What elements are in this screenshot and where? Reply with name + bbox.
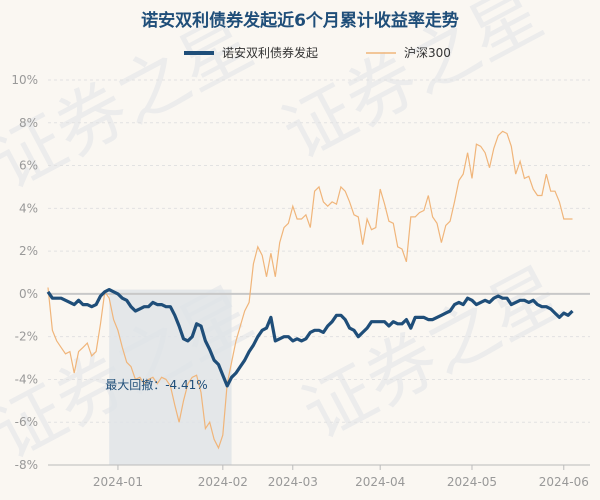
- y-tick-label: 2%: [19, 244, 38, 258]
- y-tick-label: -2%: [15, 330, 38, 344]
- legend-label-fund: 诺安双利债券发起: [222, 45, 318, 60]
- x-tick-label: 2024-05: [447, 475, 497, 489]
- series-line-hs300: [47, 130, 573, 450]
- x-tick-label: 2024-01: [93, 475, 143, 489]
- watermark-text: 证券之星: [289, 251, 575, 455]
- y-tick-label: 10%: [11, 73, 38, 87]
- y-tick-label: 4%: [19, 201, 38, 215]
- y-tick-label: -4%: [15, 372, 38, 386]
- chart-title: 诺安双利债券发起近6个月累计收益率走势: [141, 10, 459, 31]
- series-line-fund: [46, 288, 574, 388]
- y-tick-label: 8%: [19, 116, 38, 130]
- y-tick-label: 0%: [19, 287, 38, 301]
- y-tick-label: -8%: [15, 458, 38, 472]
- legend: 诺安双利债券发起 沪深300: [184, 45, 451, 60]
- x-tick-label: 2024-06: [539, 475, 589, 489]
- watermark-layer: 证券之星 证券之星 证券之星 证券之星: [0, 0, 575, 475]
- x-tick-label: 2024-03: [268, 475, 318, 489]
- y-tick-label: -6%: [15, 415, 38, 429]
- drawdown-region: [109, 289, 232, 465]
- x-tick-label: 2024-04: [355, 475, 405, 489]
- legend-label-index: 沪深300: [404, 46, 451, 60]
- watermark-text: 证券之星: [0, 1, 265, 205]
- drawdown-annotation: 最大回撤：-4.41%: [105, 377, 207, 392]
- x-axis-ticks: 2024-01 2024-02 2024-03 2024-04 2024-05 2024-…: [93, 465, 589, 489]
- x-tick-label: 2024-02: [198, 475, 248, 489]
- y-tick-label: 6%: [19, 159, 38, 173]
- y-axis-tick-labels: 10% 8% 6% 4% 2% 0% -2% -4% -6% -8%: [11, 73, 38, 472]
